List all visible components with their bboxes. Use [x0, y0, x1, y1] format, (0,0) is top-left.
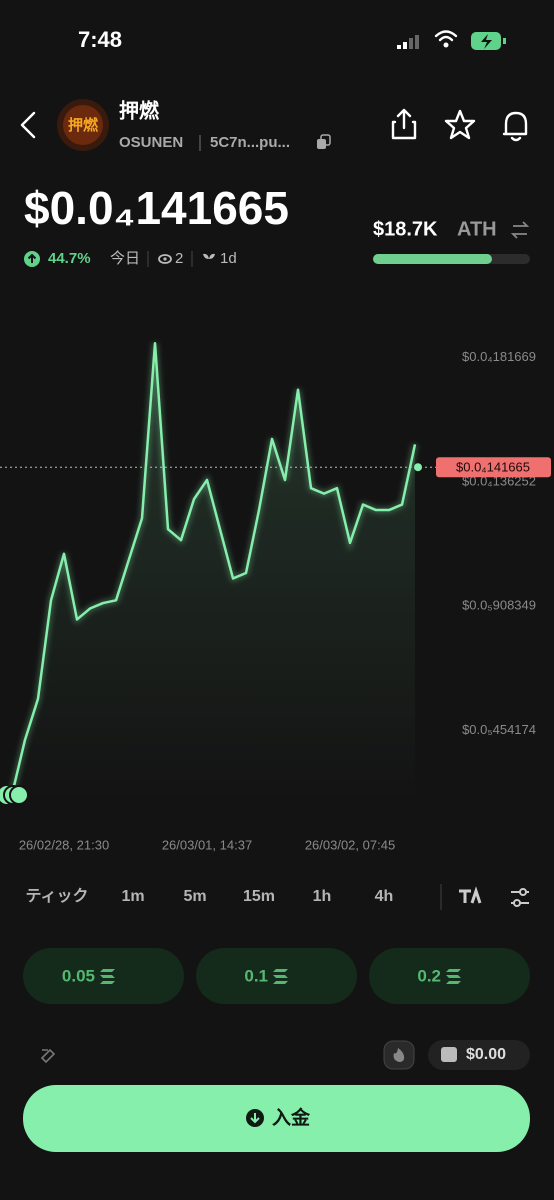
price-chart: $0.0₅454174$0.0₅908349$0.0₄136252$0.0₄18… [0, 341, 551, 852]
ath-label: ATH [457, 218, 497, 240]
amount-label: 0.1 [244, 966, 268, 985]
tradingview-button[interactable] [459, 886, 482, 904]
y-tick-label: $0.0₅454174 [462, 722, 536, 737]
back-button[interactable] [20, 111, 36, 139]
copy-icon[interactable] [317, 134, 331, 149]
edit-icon[interactable] [40, 1048, 56, 1064]
coin-stack [0, 785, 29, 805]
token-ticker: OSUNEN [119, 134, 183, 151]
age: 1d [220, 250, 237, 267]
ath-progress-fill [373, 254, 492, 264]
interval-tabs: ティック 1m 5m 15m 1h 4h [25, 887, 393, 905]
change-percent: 44.7% [48, 250, 91, 267]
wallet-balance: $0.00 [466, 1046, 506, 1063]
current-price-dot [414, 463, 422, 472]
ath-value: $18.7K [373, 218, 438, 240]
avatar-text: 押燃 [68, 116, 99, 134]
sol-icon [273, 969, 288, 984]
x-tick-label: 26/03/01, 14:37 [162, 837, 252, 852]
interval-tab[interactable]: ティック [25, 887, 88, 905]
favorite-button[interactable] [444, 109, 476, 140]
amount-label: 0.2 [417, 966, 441, 985]
interval-tab[interactable]: 15m [243, 888, 275, 905]
area-fill [12, 343, 415, 800]
y-tick-label: $0.0₅908349 [462, 598, 536, 613]
sol-icon [100, 969, 115, 984]
settings-button[interactable] [511, 888, 529, 907]
deposit-button[interactable] [23, 1085, 530, 1152]
watchers: 2 [175, 250, 183, 267]
interval-tab[interactable]: 1h [313, 888, 332, 905]
interval-tab[interactable]: 5m [183, 888, 206, 905]
price-line [10, 341, 417, 795]
amount-buttons: 0.05 0.1 0.2 [23, 948, 530, 1004]
share-button[interactable] [391, 108, 417, 140]
amount-label: 0.05 [62, 966, 95, 985]
deposit-label: 入金 [272, 1106, 311, 1129]
x-tick-label: 26/03/02, 07:45 [305, 837, 395, 852]
change-period: 今日 [110, 250, 140, 267]
token-name: 押燃 [119, 98, 160, 122]
interval-tab[interactable]: 1m [121, 888, 144, 905]
interval-tab[interactable]: 4h [375, 888, 394, 905]
alert-button[interactable] [502, 111, 528, 142]
status-icons [397, 30, 506, 50]
price: $0.0₄141665 [24, 182, 289, 234]
token-address[interactable]: 5C7n...pu... [210, 134, 290, 151]
sol-icon [446, 969, 461, 984]
status-time: 7:48 [78, 27, 122, 52]
current-price-label: $0.0₄141665 [456, 460, 530, 475]
swap-icon[interactable] [510, 221, 530, 239]
x-tick-label: 26/02/28, 21:30 [19, 837, 109, 852]
y-tick-label: $0.0₄181669 [462, 349, 536, 364]
current-price-tag [436, 457, 551, 478]
